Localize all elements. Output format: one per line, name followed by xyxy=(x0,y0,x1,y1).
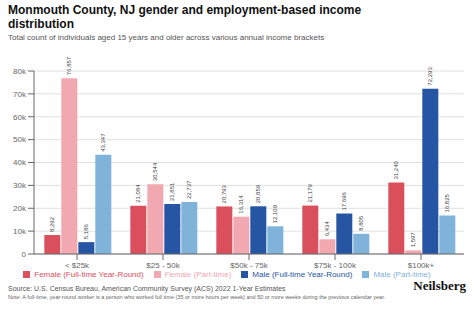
svg-text:31,240: 31,240 xyxy=(393,161,399,180)
html-text:Female (Part-time): Female (Part-time) xyxy=(164,270,232,279)
svg-text:40k: 40k xyxy=(13,158,27,167)
svg-text:20k: 20k xyxy=(13,204,27,213)
svg-text:22,737: 22,737 xyxy=(186,180,192,199)
html-text:Monmouth County, NJ gender and: Monmouth County, NJ gender and employmen… xyxy=(8,3,362,17)
svg-text:21,179: 21,179 xyxy=(307,184,313,203)
svg-text:21,084: 21,084 xyxy=(135,184,141,203)
svg-text:72,293: 72,293 xyxy=(427,67,433,86)
html-text:Note: A full-time, year-round: Note: A full-time, year-round worker is … xyxy=(8,294,386,300)
html-text:Neilsberg: Neilsberg xyxy=(413,278,466,293)
html-text:Female (Full-time Year-Round): Female (Full-time Year-Round) xyxy=(34,270,144,279)
svg-text:60k: 60k xyxy=(13,113,27,122)
svg-text:17,696: 17,696 xyxy=(341,192,347,211)
svg-text:30,544: 30,544 xyxy=(152,162,158,181)
svg-text:76,857: 76,857 xyxy=(66,56,72,75)
svg-text:$25 - 50k: $25 - 50k xyxy=(146,261,180,270)
svg-text:$75k - 100k: $75k - 100k xyxy=(314,261,357,270)
svg-text:5,186: 5,186 xyxy=(83,223,89,239)
svg-text:8,292: 8,292 xyxy=(49,216,55,232)
svg-text:1,597: 1,597 xyxy=(410,232,416,248)
svg-text:70k: 70k xyxy=(13,90,27,99)
svg-text:80k: 80k xyxy=(13,67,27,76)
svg-text:10k: 10k xyxy=(13,227,27,236)
svg-text:0: 0 xyxy=(22,250,27,259)
svg-text:16,825: 16,825 xyxy=(444,193,450,212)
svg-text:8,805: 8,805 xyxy=(358,215,364,231)
svg-text:16,314: 16,314 xyxy=(238,195,244,214)
html-text:Total count of individuals age: Total count of individuals aged 15 years… xyxy=(8,33,325,42)
svg-text:50k: 50k xyxy=(13,135,27,144)
svg-text:12,109: 12,109 xyxy=(272,204,278,223)
html-text:Male (Part-time): Male (Part-time) xyxy=(373,270,431,279)
svg-text:< $25k: < $25k xyxy=(65,261,90,270)
html-text:Source: U.S. Census Bureau, Am: Source: U.S. Census Bureau, American Com… xyxy=(8,285,286,292)
svg-text:$50k - 75k: $50k - 75k xyxy=(230,261,268,270)
html-text:Male (Full-time Year-Round): Male (Full-time Year-Round) xyxy=(252,270,353,279)
html-text:distribution: distribution xyxy=(8,17,74,31)
svg-text:$100k+: $100k+ xyxy=(408,261,435,270)
svg-text:6,434: 6,434 xyxy=(324,221,330,237)
svg-text:20,793: 20,793 xyxy=(221,184,227,203)
svg-text:43,347: 43,347 xyxy=(100,133,106,152)
svg-text:21,851: 21,851 xyxy=(169,182,175,201)
svg-text:30k: 30k xyxy=(13,181,27,190)
svg-text:20,859: 20,859 xyxy=(255,184,261,203)
